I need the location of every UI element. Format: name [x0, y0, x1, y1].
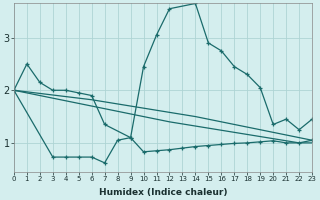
X-axis label: Humidex (Indice chaleur): Humidex (Indice chaleur): [99, 188, 227, 197]
